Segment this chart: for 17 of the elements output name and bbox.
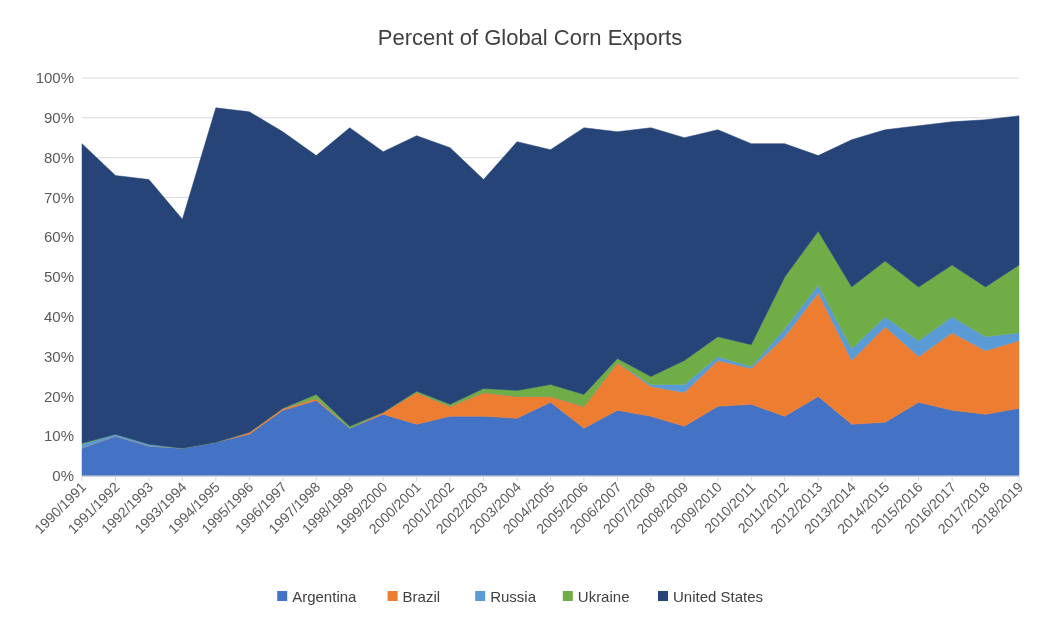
- legend-label: Brazil: [402, 588, 441, 605]
- chart-title: Percent of Global Corn Exports: [377, 25, 683, 50]
- legend-label: Argentina: [292, 588, 358, 605]
- y-tick-label: 40%: [43, 308, 74, 326]
- legend-label: United States: [673, 588, 764, 605]
- y-tick-label: 20%: [43, 387, 74, 405]
- y-tick-label: 10%: [43, 427, 74, 445]
- legend-label: Ukraine: [577, 588, 630, 605]
- y-tick-label: 100%: [35, 69, 74, 87]
- legend-label: Russia: [490, 588, 537, 605]
- y-tick-label: 90%: [43, 109, 74, 127]
- y-tick-label: 30%: [43, 347, 74, 365]
- y-tick-label: 0%: [52, 467, 74, 485]
- y-tick-label: 80%: [43, 148, 74, 166]
- y-tick-label: 50%: [43, 268, 74, 286]
- y-tick-label: 70%: [43, 188, 74, 206]
- y-tick-label: 60%: [43, 228, 74, 246]
